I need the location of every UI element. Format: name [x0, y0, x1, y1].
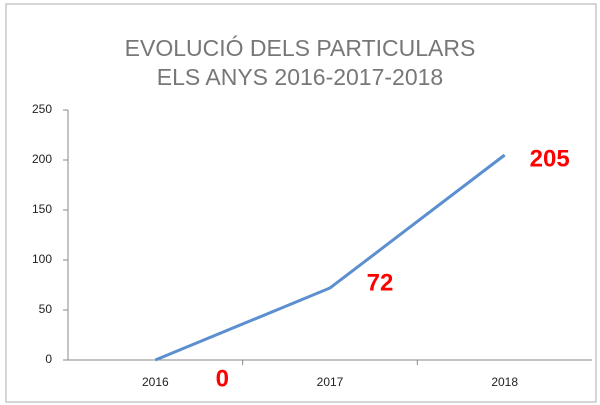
x-tick-label: 2016 — [142, 375, 169, 389]
line — [154, 153, 506, 362]
chart-title: EVOLUCIÓ DELS PARTICULARS ELS ANYS 2016-… — [124, 35, 476, 90]
y-tick-label: 200 — [32, 152, 52, 166]
y-tick-label: 250 — [32, 102, 52, 116]
x-tick-label: 2018 — [491, 375, 518, 389]
y-tick-label: 150 — [32, 202, 52, 216]
x-tick-label: 2017 — [317, 375, 344, 389]
y-tick-label: 0 — [45, 352, 52, 366]
data-label: 72 — [367, 269, 394, 296]
data-label: 205 — [530, 145, 570, 172]
y-tick-label: 100 — [32, 252, 52, 266]
data-label: 0 — [216, 365, 229, 392]
y-tick-label: 50 — [39, 302, 53, 316]
frame — [5, 3, 597, 403]
